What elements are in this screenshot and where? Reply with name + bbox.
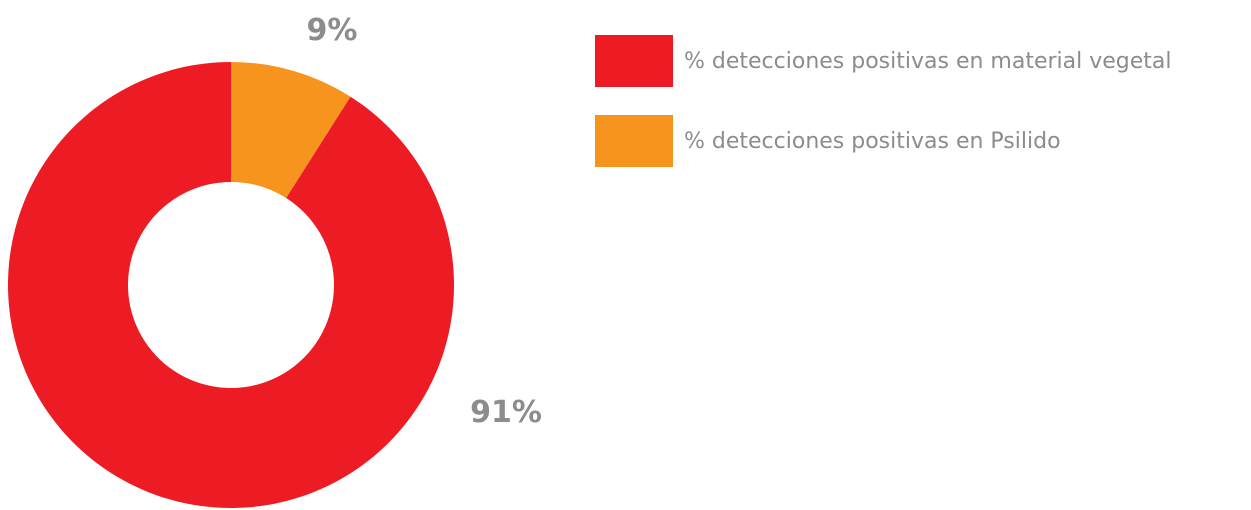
legend-item-psilido: % detecciones positivas en Psilido — [595, 115, 1172, 167]
donut-slice-material-vegetal — [8, 62, 455, 508]
data-labels: 9% 91% — [307, 13, 542, 430]
legend-item-material-vegetal: % detecciones positivas en material vege… — [595, 35, 1172, 87]
legend-label-psilido: % detecciones positivas en Psilido — [684, 128, 1061, 154]
legend-swatch-psilido — [595, 115, 673, 167]
data-label-material-vegetal: 91% — [470, 395, 542, 430]
data-label-psilido: 9% — [307, 13, 358, 48]
legend-label-material-vegetal: % detecciones positivas en material vege… — [684, 48, 1172, 74]
donut-slice-psilido — [231, 62, 351, 199]
chart-legend: % detecciones positivas en material vege… — [595, 35, 1172, 195]
legend-swatch-material-vegetal — [595, 35, 673, 87]
donut-slices — [8, 62, 455, 508]
